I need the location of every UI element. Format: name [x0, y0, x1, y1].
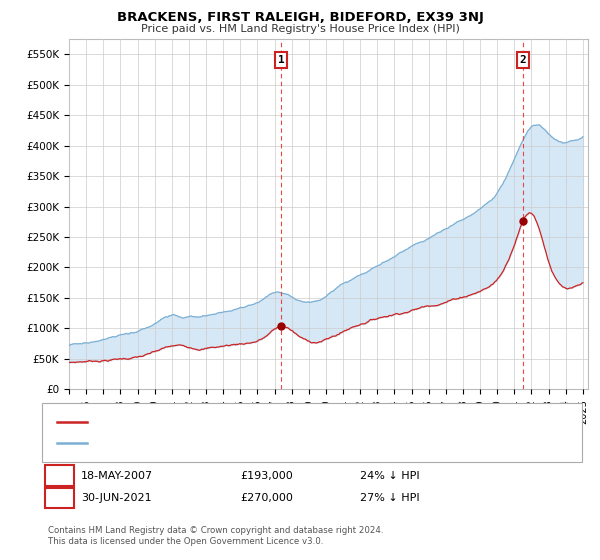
Text: BRACKENS, FIRST RALEIGH, BIDEFORD, EX39 3NJ: BRACKENS, FIRST RALEIGH, BIDEFORD, EX39 …	[116, 11, 484, 24]
Text: 2: 2	[520, 55, 526, 65]
Text: Price paid vs. HM Land Registry's House Price Index (HPI): Price paid vs. HM Land Registry's House …	[140, 24, 460, 34]
Text: 1: 1	[278, 55, 284, 65]
Text: £193,000: £193,000	[240, 471, 293, 481]
Text: 30-JUN-2021: 30-JUN-2021	[81, 493, 152, 503]
Text: 27% ↓ HPI: 27% ↓ HPI	[360, 493, 419, 503]
Text: 24% ↓ HPI: 24% ↓ HPI	[360, 471, 419, 481]
Text: Contains HM Land Registry data © Crown copyright and database right 2024.
This d: Contains HM Land Registry data © Crown c…	[48, 526, 383, 546]
Text: BRACKENS, FIRST RALEIGH, BIDEFORD, EX39 3NJ (detached house): BRACKENS, FIRST RALEIGH, BIDEFORD, EX39 …	[93, 417, 442, 427]
Text: 18-MAY-2007: 18-MAY-2007	[81, 471, 153, 481]
Text: £270,000: £270,000	[240, 493, 293, 503]
Text: 1: 1	[56, 471, 63, 481]
Text: HPI: Average price, detached house, Torridge: HPI: Average price, detached house, Torr…	[93, 438, 328, 448]
Text: 2: 2	[56, 493, 63, 503]
